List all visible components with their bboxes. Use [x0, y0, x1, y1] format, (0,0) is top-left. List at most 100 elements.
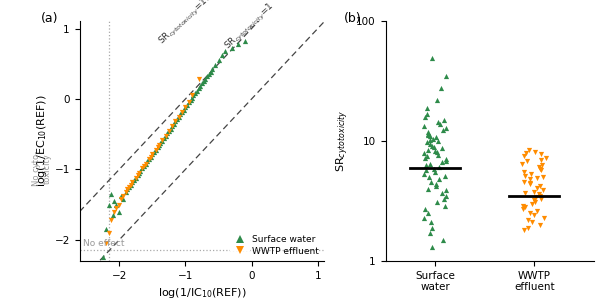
Point: [114, 209, 124, 214]
Point: [436, 85, 446, 90]
Point: [427, 245, 436, 250]
Point: [428, 225, 438, 230]
Point: [524, 147, 534, 152]
Point: [166, 126, 176, 131]
Point: [129, 177, 139, 182]
Point: [420, 155, 430, 160]
Point: [157, 137, 167, 142]
Point: [422, 105, 432, 110]
Point: [439, 196, 449, 201]
Text: (b): (b): [344, 12, 362, 25]
Point: [431, 149, 441, 154]
Point: [525, 177, 535, 182]
Point: [441, 125, 451, 130]
Point: [423, 133, 433, 138]
Point: [438, 160, 447, 165]
Point: [179, 107, 189, 112]
Point: [440, 174, 450, 179]
Point: [426, 220, 436, 225]
Point: [127, 180, 137, 185]
Point: [195, 84, 205, 89]
Point: [541, 155, 551, 160]
Point: [441, 74, 450, 79]
Point: [138, 165, 147, 170]
Point: [184, 100, 193, 105]
Point: [535, 184, 545, 189]
Point: [431, 181, 441, 186]
Point: [162, 130, 172, 135]
Point: [142, 158, 152, 163]
Point: [146, 154, 156, 159]
Point: [438, 237, 448, 242]
Point: [532, 185, 542, 190]
Point: [431, 184, 441, 189]
Point: [422, 111, 432, 116]
Point: [518, 207, 528, 212]
Point: [207, 67, 217, 72]
Point: [441, 158, 451, 163]
Point: [419, 123, 428, 128]
Point: [534, 192, 544, 197]
Point: [161, 133, 171, 138]
Point: [116, 194, 125, 199]
Point: [121, 189, 131, 194]
Point: [177, 109, 187, 114]
Point: [427, 143, 437, 148]
Point: [122, 187, 132, 192]
Point: [425, 161, 435, 166]
Point: [526, 172, 536, 177]
Text: SR$_{cytotoxicity}$=10: SR$_{cytotoxicity}$=10: [155, 0, 215, 48]
Point: [423, 147, 433, 152]
Legend: Surface water, WWTP effluent: Surface water, WWTP effluent: [230, 234, 320, 256]
Point: [134, 170, 144, 175]
Point: [528, 201, 537, 206]
Point: [427, 55, 437, 60]
Point: [126, 182, 136, 187]
Point: [202, 74, 212, 79]
Point: [108, 213, 118, 218]
Point: [153, 144, 163, 149]
Point: [424, 129, 433, 134]
Point: [521, 150, 531, 155]
Point: [433, 119, 442, 124]
Point: [177, 109, 187, 114]
Point: [116, 196, 125, 201]
Text: No cyto-
toxicity: No cyto- toxicity: [32, 151, 51, 186]
Point: [530, 200, 540, 204]
Point: [197, 81, 207, 86]
Point: [423, 186, 433, 191]
Point: [430, 170, 440, 175]
Point: [421, 168, 431, 173]
Point: [431, 135, 441, 140]
Point: [141, 161, 151, 166]
Point: [167, 123, 177, 128]
Point: [441, 193, 450, 198]
Point: [520, 174, 530, 179]
Point: [141, 161, 151, 166]
Point: [154, 142, 164, 147]
Point: [536, 223, 545, 227]
Point: [192, 88, 202, 93]
Point: [187, 95, 197, 100]
Point: [111, 202, 121, 207]
Point: [157, 139, 167, 144]
Point: [154, 142, 164, 147]
Y-axis label: log(1/EC$_{10}$(REF)): log(1/EC$_{10}$(REF)): [35, 95, 49, 188]
Point: [240, 39, 250, 44]
Point: [531, 195, 540, 200]
Point: [437, 190, 447, 195]
Point: [535, 166, 545, 171]
Point: [425, 138, 435, 143]
Point: [118, 194, 127, 199]
Point: [422, 154, 432, 159]
Point: [438, 127, 448, 132]
Point: [419, 215, 429, 220]
Point: [425, 231, 435, 236]
Point: [422, 140, 431, 145]
Point: [525, 181, 535, 186]
Point: [105, 230, 114, 235]
Point: [425, 142, 435, 146]
Point: [519, 228, 529, 233]
Point: [169, 121, 179, 126]
Point: [220, 49, 230, 53]
